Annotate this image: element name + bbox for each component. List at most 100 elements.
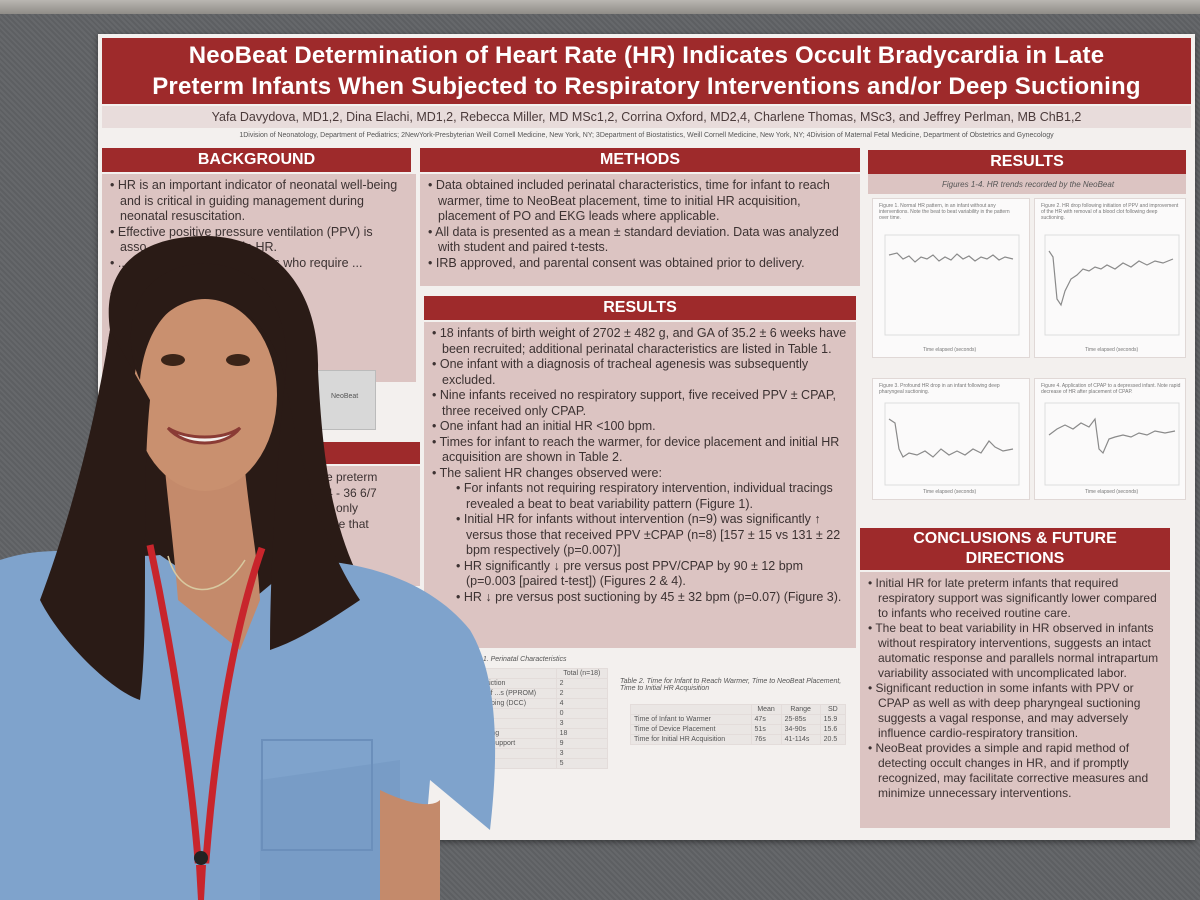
table-cell: 15.6 xyxy=(819,724,847,735)
results-sub-item: HR ↓ pre versus post suctioning by 45 ± … xyxy=(432,590,848,606)
results-figures-heading: RESULTS xyxy=(868,150,1186,174)
poster-title-line-1: NeoBeat Determination of Heart Rate (HR)… xyxy=(188,42,1105,69)
table2-header-cell xyxy=(630,704,752,715)
figure-1-plot xyxy=(884,234,1020,336)
figure-1: Figure 1. Normal HR pattern, in an infan… xyxy=(872,198,1030,358)
presenter-neck xyxy=(165,470,260,650)
table-cell: 3 xyxy=(555,718,609,729)
table-cell: 41-114s xyxy=(780,734,821,745)
background-item: HR is an important indicator of neonatal… xyxy=(110,178,408,225)
results-sub-item: For infants not requiring respiratory in… xyxy=(432,481,848,512)
figures-caption-band xyxy=(868,174,1186,194)
table-cell: 47s xyxy=(750,714,782,725)
table-cell: 34-90s xyxy=(780,724,821,735)
table-cell: Time of Device Placement xyxy=(630,724,752,735)
methods-item: Data obtained included perinatal charact… xyxy=(428,178,852,225)
table-cell: 0 xyxy=(555,708,609,719)
objective-line: 4 - 36 6/7 xyxy=(326,485,377,500)
figure-4: Figure 4. Application of CPAP to a depre… xyxy=(1034,378,1186,500)
table-cell: 15.9 xyxy=(819,714,847,725)
table2-caption: Table 2. Time for Infant to Reach Warmer… xyxy=(620,678,842,692)
figure-1-title: Figure 1. Normal HR pattern, in an infan… xyxy=(879,203,1010,221)
figure-3: Figure 3. Profound HR drop in an infant … xyxy=(872,378,1030,500)
conclusions-item: NeoBeat provides a simple and rapid meth… xyxy=(868,741,1162,801)
neobeat-logo-text: NeoBeat xyxy=(331,393,359,400)
results-item: One infant with a diagnosis of tracheal … xyxy=(432,357,848,388)
results-item: One infant had an initial HR <100 bpm. xyxy=(432,419,848,435)
figure-2-title: Figure 2. HR drop following initiation o… xyxy=(1041,203,1179,221)
board-frame xyxy=(0,0,1200,14)
conclusions-body: Initial HR for late preterm infants that… xyxy=(860,572,1170,828)
results-body: 18 infants of birth weight of 2702 ± 482… xyxy=(424,322,856,648)
conclusions-item: The beat to beat variability in HR obser… xyxy=(868,621,1162,681)
poster-title-line-2: Preterm Infants When Subjected to Respir… xyxy=(152,73,1141,100)
methods-heading: METHODS xyxy=(420,148,860,172)
table2-header-cell: Range xyxy=(780,704,821,715)
table1-header-cell: Total (n=18) xyxy=(555,668,609,679)
figure-4-xlabel: Time elapsed (seconds) xyxy=(1085,489,1139,495)
methods-body: Data obtained included perinatal charact… xyxy=(420,174,860,286)
table-cell: 2 xyxy=(555,688,609,699)
table-cell: 2 xyxy=(555,678,609,689)
objective-line: e preterm xyxy=(326,470,378,484)
poster-affiliations: 1Division of Neonatology, Department of … xyxy=(239,132,1054,139)
table-row: Time of Device Placement 51s 34-90s 15.6 xyxy=(630,724,847,735)
table-cell: Time for Initial HR Acquisition xyxy=(630,734,752,745)
table1-caption: Table 1. Perinatal Characteristics xyxy=(464,656,567,663)
conclusions-heading-line-1: CONCLUSIONS & FUTURE xyxy=(913,530,1117,547)
poster-title: NeoBeat Determination of Heart Rate (HR)… xyxy=(102,38,1191,104)
table2-header-cell: SD xyxy=(819,704,847,715)
presenter-scrubs-shadow xyxy=(260,760,400,900)
results-item: 18 infants of birth weight of 2702 ± 482… xyxy=(432,326,848,357)
table2: Mean Range SD Time of Infant to Warmer 47s 2… xyxy=(630,704,847,745)
table-cell: 4 xyxy=(555,698,609,709)
presenter-face xyxy=(133,299,277,491)
figures-caption: Figures 1-4. HR trends recorded by the N… xyxy=(941,180,1115,189)
results-item: Times for infant to reach the warmer, fo… xyxy=(432,435,848,466)
figure-1-xlabel: Time elapsed (seconds) xyxy=(923,347,977,353)
results-item: The salient HR changes observed were: xyxy=(432,466,848,482)
presenter-arm xyxy=(380,790,440,900)
presenter-hair-right xyxy=(270,380,360,650)
conclusions-item: Initial HR for late preterm infants that… xyxy=(868,576,1162,621)
table-cell: 18 xyxy=(555,728,609,739)
table-cell: 9 xyxy=(555,738,609,749)
figure-3-title: Figure 3. Profound HR drop in an infant … xyxy=(879,383,1000,395)
results-sub-item: HR significantly ↓ pre versus post PPV/C… xyxy=(432,559,848,590)
table-cell: Time of Infant to Warmer xyxy=(630,714,752,725)
background-heading: BACKGROUND xyxy=(102,148,411,172)
results-heading: RESULTS xyxy=(424,296,856,320)
methods-item: All data is presented as a mean ± standa… xyxy=(428,225,852,256)
presenter-hair-front xyxy=(130,263,287,380)
table2-header-row: Mean Range SD xyxy=(630,704,847,715)
poster-authors: Yafa Davydova, MD1,2, Dina Elachi, MD1,2… xyxy=(102,106,1191,128)
table-row: Time for Initial HR Acquisition 76s 41-114… xyxy=(630,734,847,745)
figure-3-xlabel: Time elapsed (seconds) xyxy=(923,489,977,495)
figure-2-xlabel: Time elapsed (seconds) xyxy=(1085,347,1139,353)
lanyard-clip xyxy=(194,851,208,865)
figure-2: Figure 2. HR drop following initiation o… xyxy=(1034,198,1186,358)
figure-2-plot xyxy=(1044,234,1180,336)
presenter-smile xyxy=(166,426,242,445)
table-cell: 76s xyxy=(750,734,782,745)
table-cell: 25-85s xyxy=(780,714,821,725)
table-cell: 5 xyxy=(555,758,609,769)
table2-header-cell: Mean xyxy=(750,704,782,715)
presenter-necklace xyxy=(167,555,246,591)
conclusions-heading: CONCLUSIONS & FUTURE DIRECTIONS xyxy=(860,528,1170,570)
presenter-eye-left xyxy=(161,354,185,366)
figure-4-plot xyxy=(1044,402,1180,486)
table-cell: 51s xyxy=(750,724,782,735)
table-row: Time of Infant to Warmer 47s 25-85s 15.9 xyxy=(630,714,847,725)
table-cell: 3 xyxy=(555,748,609,759)
presenter-eye-right xyxy=(226,354,250,366)
lanyard-end xyxy=(196,865,206,900)
conclusions-heading-line-2: DIRECTIONS xyxy=(965,550,1065,567)
table-cell: 20.5 xyxy=(819,734,847,745)
figure-4-title: Figure 4. Application of CPAP to a depre… xyxy=(1041,383,1181,395)
methods-item: IRB approved, and parental consent was o… xyxy=(428,256,852,272)
conclusions-item: Significant reduction in some infants wi… xyxy=(868,681,1162,741)
results-sub-item: Initial HR for infants without intervent… xyxy=(432,512,848,559)
figure-3-plot xyxy=(884,402,1020,486)
results-item: Nine infants received no respiratory sup… xyxy=(432,388,848,419)
